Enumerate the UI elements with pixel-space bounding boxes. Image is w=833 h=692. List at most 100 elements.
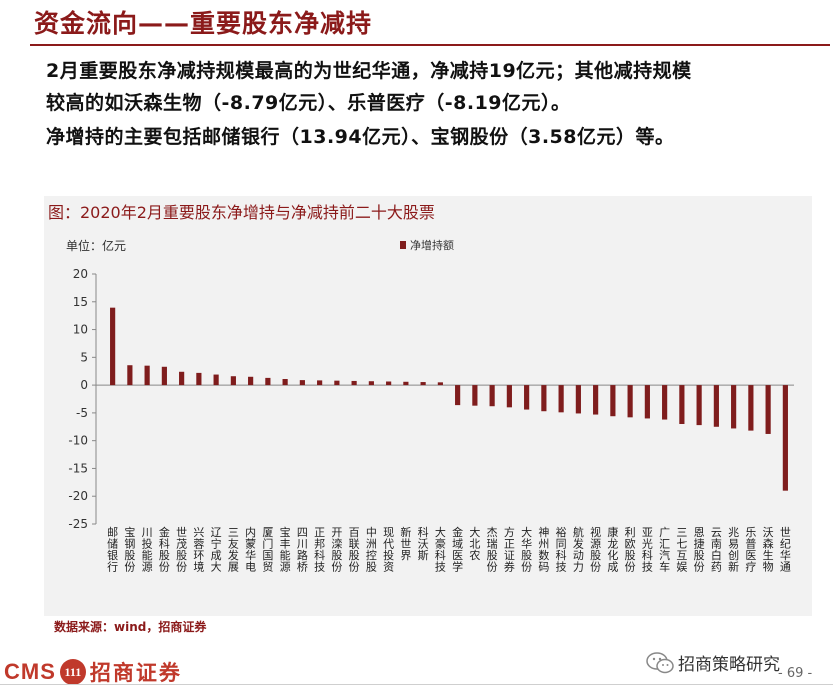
footer-divider xyxy=(0,684,833,685)
summary-line-1: 2月重要股东净减持规模最高的为世纪华通，净减持19亿元；其他减持规模 xyxy=(46,60,692,82)
bar xyxy=(386,381,392,386)
data-source: 数据来源：wind，招商证券 xyxy=(54,620,207,634)
bar xyxy=(282,379,288,386)
bar xyxy=(230,376,236,386)
bar xyxy=(731,385,737,429)
x-tick-label: 兆易创新 xyxy=(728,526,739,574)
bar xyxy=(110,307,116,386)
wechat-name: 招商策略研究 xyxy=(678,655,780,675)
x-tick-label: 杰瑞股份 xyxy=(487,526,498,574)
bar xyxy=(161,366,167,386)
bar xyxy=(713,385,719,427)
x-tick-label: 辽宁成大 xyxy=(211,526,222,574)
page-title: 资金流向——重要股东净减持 xyxy=(34,9,373,38)
x-tick-label: 世纪华通 xyxy=(780,526,791,574)
x-tick-label: 方正证券 xyxy=(504,525,515,574)
x-tick-label: 新世界 xyxy=(400,525,411,562)
x-tick-label: 三七互娱 xyxy=(676,526,687,574)
x-tick-label: 川投能源 xyxy=(142,526,153,574)
bar xyxy=(196,372,202,386)
x-tick-label: 兴蓉环境 xyxy=(193,526,204,574)
x-tick-label: 恩捷股份 xyxy=(694,526,705,574)
x-tick-label: 开滦股份 xyxy=(331,526,342,574)
x-tick-label: 世茂股份 xyxy=(176,526,187,574)
bar xyxy=(575,385,581,414)
x-tick-label: 利欧股份 xyxy=(625,526,636,574)
bar xyxy=(765,385,771,434)
bar xyxy=(782,385,788,491)
logo-mark-icon: 111 xyxy=(59,659,86,685)
x-tick-label: 金域医学 xyxy=(452,525,463,574)
bar xyxy=(437,382,443,386)
y-tick-label: -5 xyxy=(76,406,88,420)
x-tick-label: 康龙化成 xyxy=(607,525,618,574)
x-tick-label: 中洲控股 xyxy=(366,526,377,574)
y-tick-label: 5 xyxy=(80,350,88,364)
bar xyxy=(248,376,254,386)
bar xyxy=(299,380,305,386)
bar xyxy=(627,385,633,418)
bar xyxy=(368,381,374,386)
bar xyxy=(351,380,357,386)
bar xyxy=(144,365,150,386)
bar xyxy=(644,385,650,419)
bar xyxy=(420,382,426,386)
wechat-icon xyxy=(646,651,674,673)
x-tick-label: 金科股份 xyxy=(159,525,170,574)
x-tick-label: 内蒙华电 xyxy=(245,525,256,574)
x-tick-label: 邮储银行 xyxy=(107,526,118,574)
y-tick-label: 15 xyxy=(73,295,88,309)
x-tick-label: 宝钢股份 xyxy=(124,525,135,574)
bar xyxy=(127,365,133,386)
bar-chart: 单位：亿元 净增持额 20 15 10 5 0 -5 -10 -15 -20 -25 邮储银行宝钢股份川… xyxy=(66,238,794,574)
bar xyxy=(489,385,495,407)
x-tick-label: 厦门国贸 xyxy=(262,526,273,574)
x-tick-label: 大北农 xyxy=(469,525,480,562)
x-tick-label: 现代投资 xyxy=(383,526,394,574)
summary-line-2: 较高的如沃森生物（-8.79亿元）、乐普医疗（-8.19亿元）。 xyxy=(46,92,571,114)
x-tick-label: 宝丰能源 xyxy=(280,525,291,574)
bar xyxy=(748,385,754,431)
y-tick-label: 0 xyxy=(80,378,88,392)
cms-logo: CMS 111 招商证券 xyxy=(4,657,182,687)
bar xyxy=(334,380,340,386)
logo-cms-text: CMS xyxy=(4,659,56,684)
x-tick-label: 广汇汽车 xyxy=(659,526,670,574)
y-tick-label: -10 xyxy=(68,434,88,448)
summary-line-3: 净增持的主要包括邮储银行（13.94亿元）、宝钢股份（3.58亿元）等。 xyxy=(46,126,675,148)
y-tick-label: 10 xyxy=(73,323,88,337)
bar xyxy=(317,380,323,386)
bar xyxy=(696,385,702,426)
x-tick-label: 正邦科技 xyxy=(314,526,325,574)
legend-swatch xyxy=(400,241,406,249)
y-tick-label: 20 xyxy=(73,267,88,281)
bar xyxy=(610,385,616,417)
x-tick-label: 神州数码 xyxy=(538,525,549,574)
x-tick-label: 沃森生物 xyxy=(763,526,774,574)
title-divider xyxy=(30,44,830,46)
x-tick-label: 亚光科技 xyxy=(642,526,653,574)
bar xyxy=(662,385,668,420)
x-tick-label: 大华股份 xyxy=(521,525,532,574)
x-tick-label: 航发动力 xyxy=(573,525,584,574)
unit-label: 单位：亿元 xyxy=(66,238,126,253)
bar xyxy=(403,381,409,386)
x-tick-label: 裕同科技 xyxy=(556,526,567,574)
x-tick-label: 大豪科技 xyxy=(435,525,446,574)
x-tick-label: 乐普医疗 xyxy=(745,526,756,574)
x-tick-label: 云南白药 xyxy=(711,526,722,574)
bar xyxy=(558,385,564,413)
bar xyxy=(213,374,219,386)
x-tick-label: 百联股份 xyxy=(349,526,360,574)
bar xyxy=(455,385,461,406)
bar xyxy=(179,371,185,386)
wechat-account: 招商策略研究 xyxy=(646,650,780,675)
logo-cn-text: 招商证券 xyxy=(89,661,182,685)
y-tick-label: -15 xyxy=(68,461,88,475)
legend-label: 净增持额 xyxy=(410,238,454,252)
bar xyxy=(593,385,599,415)
bar xyxy=(265,377,271,386)
bar xyxy=(506,385,512,408)
bar xyxy=(541,385,547,412)
bar xyxy=(472,385,478,406)
